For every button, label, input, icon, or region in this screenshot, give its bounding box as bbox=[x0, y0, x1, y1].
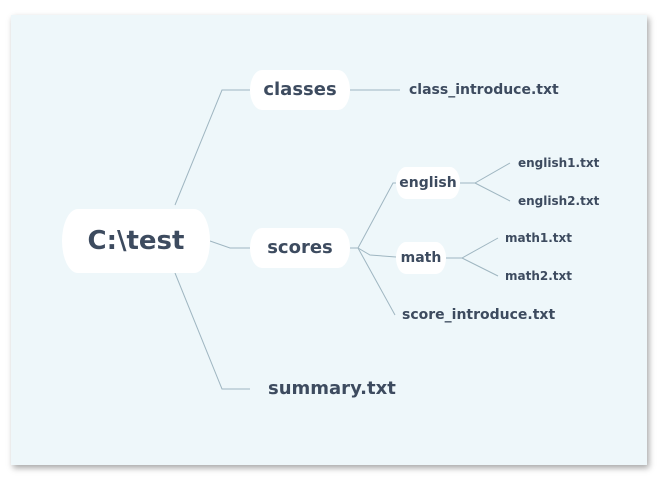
english2-file-node[interactable]: english2.txt bbox=[518, 194, 600, 208]
link-scores-english bbox=[345, 182, 396, 249]
link-english-file2 bbox=[474, 182, 511, 202]
root-node[interactable]: C:\test bbox=[62, 209, 210, 273]
link-math-file1 bbox=[446, 237, 499, 259]
link-math-file2 bbox=[461, 257, 499, 277]
link-scores-math bbox=[345, 247, 397, 258]
math1-file-node[interactable]: math1.txt bbox=[505, 231, 573, 245]
math2-file-node[interactable]: math2.txt bbox=[505, 269, 573, 283]
score-introduce-file-node[interactable]: score_introduce.txt bbox=[402, 307, 556, 323]
english1-file-node[interactable]: english1.txt bbox=[518, 156, 600, 170]
link-english-file1 bbox=[460, 162, 511, 184]
summary-file-node[interactable]: summary.txt bbox=[268, 378, 396, 399]
math-node[interactable]: math bbox=[396, 242, 446, 274]
link-root-summary bbox=[174, 272, 250, 390]
english-node[interactable]: english bbox=[396, 167, 460, 199]
classes-node[interactable]: classes bbox=[250, 70, 350, 110]
link-root-scores bbox=[209, 240, 250, 249]
scores-node[interactable]: scores bbox=[250, 228, 350, 268]
link-root-classes bbox=[174, 89, 250, 206]
class-introduce-file-node[interactable]: class_introduce.txt bbox=[409, 82, 559, 98]
link-scores-file bbox=[357, 247, 396, 316]
